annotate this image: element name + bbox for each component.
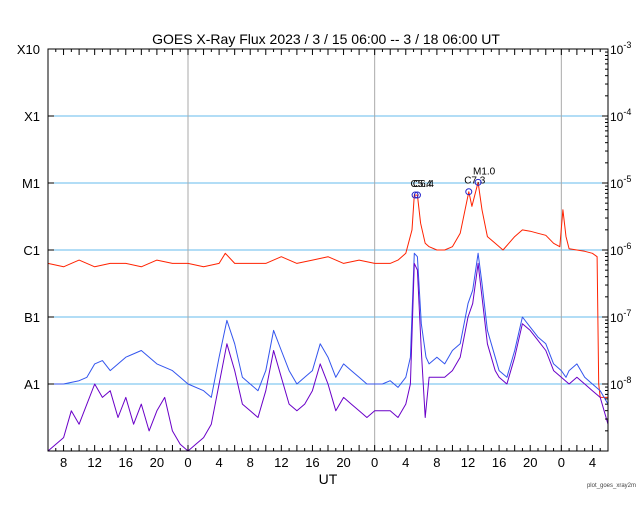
flare-marker-layer: C5.4C6.4 C7.3M1.0 — [411, 166, 496, 199]
x-tick-label: 20 — [150, 455, 164, 470]
flare-label: C6.4 — [413, 179, 435, 190]
axis-layer: 8 12 16 20 0 4 8 12 16 20 0 4 8 12 16 20 0 4 X10 X1 M1 C1 B1 A1… — [17, 40, 632, 470]
flare-marker — [474, 178, 482, 186]
x-tick-label: 8 — [247, 455, 254, 470]
series-line-2 — [48, 252, 609, 405]
x-tick-label: 12 — [274, 455, 288, 470]
series-line-3 — [47, 262, 609, 452]
x-tick-label: 8 — [60, 455, 67, 470]
y-left-label: A1 — [24, 377, 40, 392]
x-tick-label: 12 — [461, 455, 475, 470]
x-axis-label: UT — [319, 471, 338, 487]
x-tick-label: 0 — [184, 455, 191, 470]
y-right-label: 10-4 — [610, 107, 631, 124]
x-tick-label: 20 — [336, 455, 350, 470]
flare-label: M1.0 — [473, 166, 496, 177]
x-tick-label: 4 — [402, 455, 409, 470]
x-tick-label: 0 — [558, 455, 565, 470]
y-left-label: B1 — [24, 310, 40, 325]
y-left-label: X1 — [24, 109, 40, 124]
series-line-1 — [47, 181, 608, 398]
x-tick-label: 20 — [523, 455, 537, 470]
x-tick-label: 12 — [87, 455, 101, 470]
x-tick-label: 4 — [589, 455, 596, 470]
grid-layer — [48, 49, 608, 451]
x-tick-label: 16 — [119, 455, 133, 470]
x-tick-label: 0 — [371, 455, 378, 470]
y-right-label: 10-3 — [610, 40, 631, 57]
y-left-label: C1 — [23, 243, 40, 258]
y-left-label: X10 — [17, 42, 40, 57]
y-left-label: M1 — [22, 176, 40, 191]
y-right-label: 10-7 — [610, 308, 631, 325]
flare-marker — [465, 188, 473, 196]
x-tick-label: 4 — [215, 455, 222, 470]
y-right-label: 10-8 — [610, 375, 631, 392]
x-tick-label: 16 — [305, 455, 319, 470]
x-tick-label: 16 — [492, 455, 506, 470]
y-right-label: 10-5 — [610, 174, 631, 191]
y-right-label: 10-6 — [610, 241, 631, 258]
flare-marker — [413, 191, 421, 199]
chart-title: GOES X-Ray Flux 2023 / 3 / 15 06:00 -- 3… — [152, 31, 500, 47]
series-layer — [47, 181, 609, 452]
flare-marker — [411, 191, 419, 199]
footer-label: plot_goes_xray2m — [587, 483, 636, 489]
flare-label: C5.4 — [411, 179, 433, 190]
x-tick-label: 8 — [433, 455, 440, 470]
